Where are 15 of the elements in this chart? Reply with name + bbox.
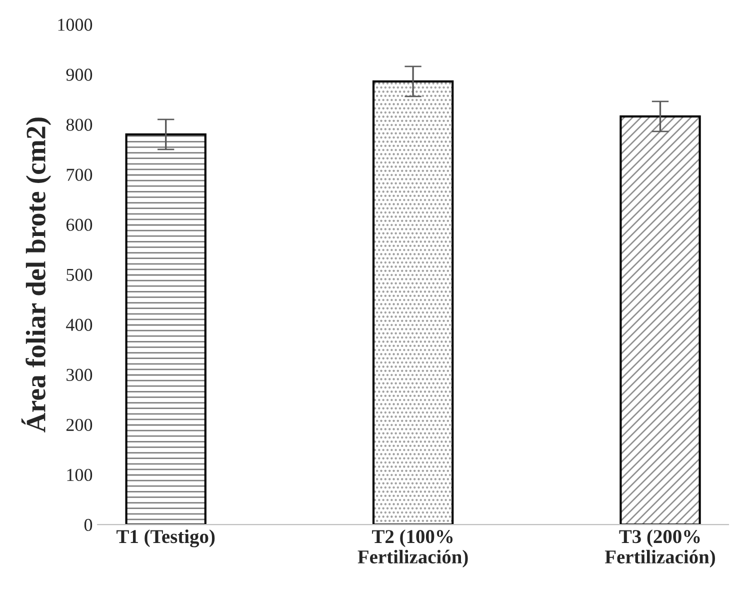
- y-tick-label: 200: [66, 418, 92, 431]
- x-tick-label: T2 (100% Fertilización): [358, 529, 468, 568]
- y-tick-label: 700: [66, 168, 92, 181]
- y-tick-label: 100: [67, 468, 92, 482]
- y-tick-label: 500: [66, 268, 92, 281]
- y-tick-label: 300: [66, 368, 92, 381]
- y-tick-label: 400: [66, 318, 92, 331]
- x-tick-label: T3 (200% Fertilización): [604, 529, 715, 568]
- y-tick-label: 1000: [58, 18, 92, 31]
- y-tick-label: 800: [66, 118, 92, 131]
- y-tick-label: 0: [84, 518, 92, 532]
- y-tick-label: 600: [66, 218, 92, 231]
- y-tick-label: 900: [66, 68, 92, 81]
- y-axis-title: Área foliar del brote (cm2): [21, 118, 52, 432]
- x-tick-label: T1 (Testigo): [116, 529, 215, 548]
